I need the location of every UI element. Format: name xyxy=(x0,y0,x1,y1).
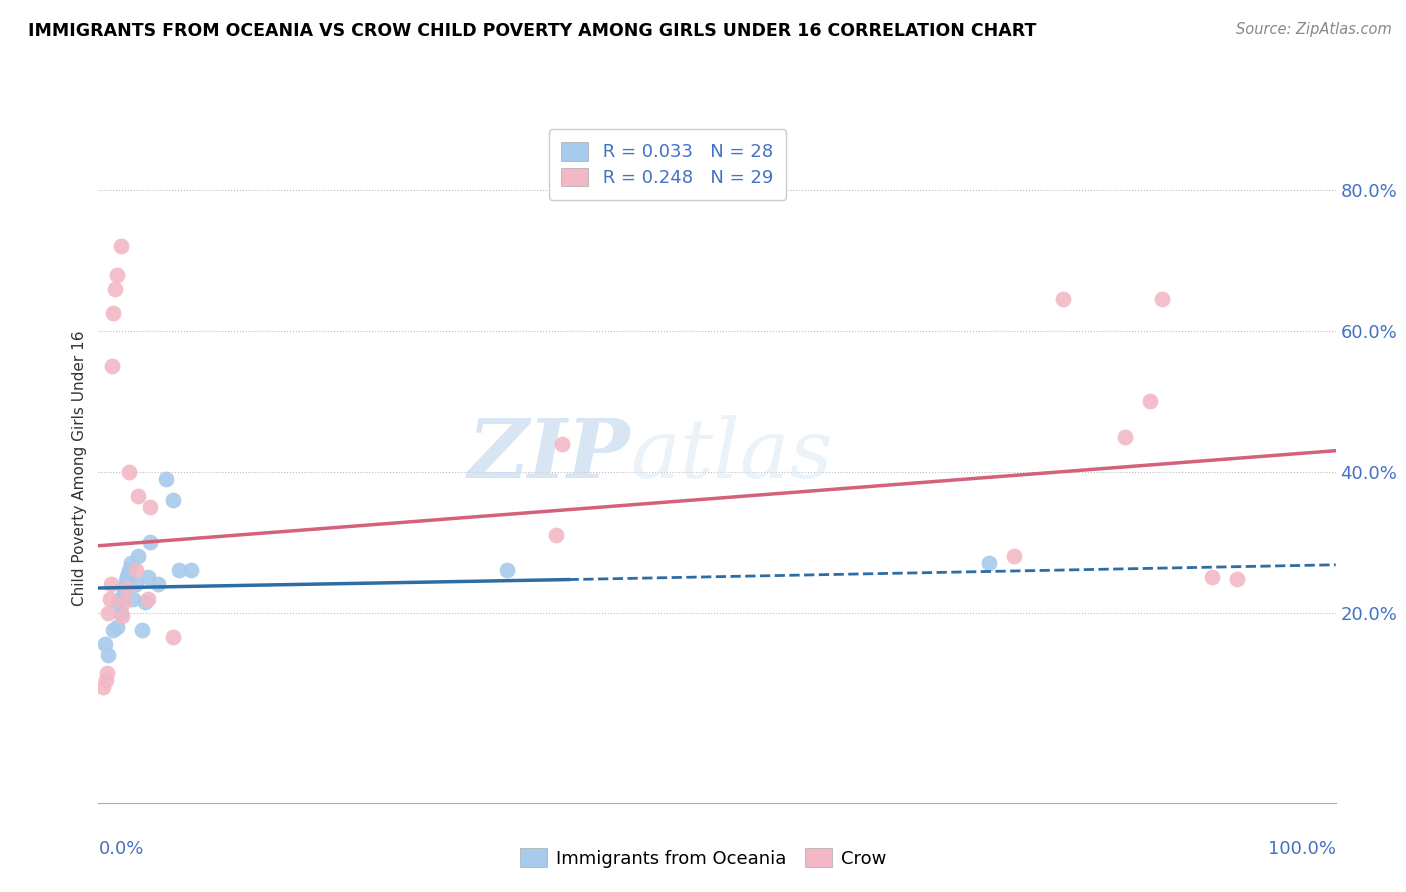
Point xyxy=(105,620,128,634)
Point xyxy=(167,563,190,577)
Point xyxy=(112,581,135,595)
Point xyxy=(118,563,141,577)
Point xyxy=(96,665,118,680)
Point xyxy=(115,581,138,595)
Point xyxy=(105,268,128,282)
Point xyxy=(1201,570,1223,584)
Point xyxy=(1152,293,1174,307)
Point xyxy=(155,472,177,486)
Point xyxy=(93,637,115,651)
Point xyxy=(162,493,184,508)
Point xyxy=(551,436,574,450)
Point xyxy=(122,591,145,606)
Legend:  R = 0.033   N = 28,  R = 0.248   N = 29: R = 0.033 N = 28, R = 0.248 N = 29 xyxy=(548,129,786,200)
Point xyxy=(136,570,159,584)
Point xyxy=(101,359,124,374)
Point xyxy=(495,563,517,577)
Point xyxy=(127,549,149,564)
Point xyxy=(1226,572,1249,586)
Point xyxy=(98,591,121,606)
Point xyxy=(110,239,132,253)
Point xyxy=(1052,293,1074,307)
Text: 100.0%: 100.0% xyxy=(1268,839,1336,857)
Text: 0.0%: 0.0% xyxy=(98,839,143,857)
Text: atlas: atlas xyxy=(630,415,832,495)
Point xyxy=(100,577,122,591)
Point xyxy=(127,490,149,504)
Text: IMMIGRANTS FROM OCEANIA VS CROW CHILD POVERTY AMONG GIRLS UNDER 16 CORRELATION C: IMMIGRANTS FROM OCEANIA VS CROW CHILD PO… xyxy=(28,22,1036,40)
Point xyxy=(111,609,134,624)
Point xyxy=(115,570,138,584)
Point xyxy=(112,595,135,609)
Point xyxy=(139,535,162,549)
Point xyxy=(110,606,132,620)
Point xyxy=(546,528,568,542)
Legend: Immigrants from Oceania, Crow: Immigrants from Oceania, Crow xyxy=(509,838,897,879)
Point xyxy=(180,563,202,577)
Point xyxy=(103,282,125,296)
Point xyxy=(107,595,129,609)
Point xyxy=(94,673,117,687)
Y-axis label: Child Poverty Among Girls Under 16: Child Poverty Among Girls Under 16 xyxy=(72,331,87,606)
Point xyxy=(134,595,156,609)
Text: ZIP: ZIP xyxy=(468,415,630,495)
Point xyxy=(131,624,153,638)
Point xyxy=(118,465,141,479)
Point xyxy=(114,574,136,588)
Point xyxy=(97,648,120,662)
Point xyxy=(1139,394,1161,409)
Point xyxy=(124,563,146,577)
Point xyxy=(120,557,142,571)
Point xyxy=(97,606,120,620)
Point xyxy=(139,500,162,514)
Point xyxy=(103,306,125,320)
Point xyxy=(1002,549,1025,564)
Text: Source: ZipAtlas.com: Source: ZipAtlas.com xyxy=(1236,22,1392,37)
Point xyxy=(162,630,184,644)
Point xyxy=(979,557,1001,571)
Point xyxy=(136,591,159,606)
Point xyxy=(111,591,134,606)
Point xyxy=(93,680,115,694)
Point xyxy=(1114,429,1136,443)
Point xyxy=(112,588,135,602)
Point xyxy=(124,577,146,591)
Point xyxy=(117,566,139,581)
Point xyxy=(103,624,125,638)
Point xyxy=(146,577,169,591)
